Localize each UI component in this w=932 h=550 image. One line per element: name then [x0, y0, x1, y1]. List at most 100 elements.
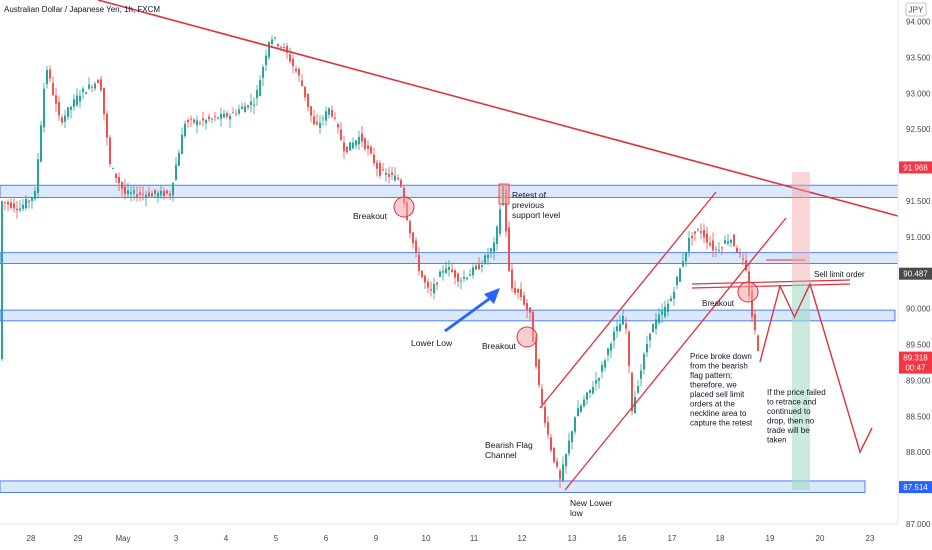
price-tick-label: 88.000 [906, 448, 931, 457]
candle-body [52, 83, 54, 96]
candle-body [166, 190, 168, 194]
candle-body [10, 202, 12, 208]
candle-body [46, 69, 48, 85]
candle-body [460, 280, 462, 282]
candle-body [112, 168, 114, 169]
candle-body [541, 388, 543, 404]
candle-body [745, 259, 747, 271]
candle-body [181, 134, 183, 154]
candle-body [733, 234, 735, 247]
candle-body [496, 226, 498, 244]
candle-body [451, 269, 453, 273]
breakout-label-1: Breakout [353, 211, 388, 221]
candle-body [49, 69, 51, 79]
candle-body [43, 88, 45, 128]
candle-body [730, 239, 732, 243]
candle-body [1, 201, 3, 359]
candle-body [646, 343, 648, 353]
new-lower-low-line-2: low [570, 508, 584, 518]
candle-body [556, 461, 558, 467]
candle-body [682, 261, 684, 267]
candle-body [400, 179, 402, 187]
candle-body [679, 268, 681, 282]
time-tick-labels: 28 29 May 3 4 5 6 9 10 11 12 13 16 17 18 19 20 23 [27, 534, 875, 543]
candle-body [439, 271, 441, 277]
candle-body [13, 203, 15, 209]
time-tick-label: 23 [866, 534, 875, 543]
time-tick-label: 9 [374, 534, 379, 543]
candle-body [130, 192, 132, 194]
candle-body [709, 242, 711, 245]
price-tick-label: 91.500 [906, 197, 931, 206]
candle-body [517, 288, 519, 293]
price-tick-label: 91.000 [906, 233, 931, 242]
candle-body [640, 370, 642, 379]
candle-body [754, 314, 756, 331]
candle-body [367, 145, 369, 149]
time-tick-label: 28 [27, 534, 36, 543]
time-tick-label: 3 [174, 534, 179, 543]
zones-layer [0, 184, 899, 493]
candle-body [154, 189, 156, 194]
candle-body [295, 68, 297, 72]
candle-body [25, 198, 27, 209]
candle-body [697, 229, 699, 231]
candle-body [688, 237, 690, 252]
candle-body [484, 255, 486, 264]
neckline-1 [691, 279, 851, 285]
price-badge [899, 351, 932, 364]
time-tick-label: 16 [618, 534, 627, 543]
channel-upper-line [539, 191, 717, 409]
neckline-2 [691, 283, 851, 289]
candle-body [691, 236, 693, 239]
candle-body [121, 182, 123, 189]
candle-body [40, 125, 42, 162]
candle-body [535, 337, 537, 367]
candle-body [481, 265, 483, 268]
candle-body [436, 282, 438, 285]
candle-body [292, 58, 294, 67]
candle-body [214, 116, 216, 118]
candle-body [598, 378, 600, 381]
candle-body [241, 106, 243, 109]
candle-body [322, 118, 324, 120]
zone-band [0, 480, 866, 493]
currency-badge[interactable] [905, 2, 927, 17]
breakout-circle-3 [737, 281, 759, 303]
price-badge [899, 481, 932, 494]
candle-body [55, 95, 57, 104]
candle-body [643, 354, 645, 370]
candle-body [82, 88, 84, 92]
candle-body [538, 359, 540, 386]
reward-box [792, 282, 810, 490]
candle-body [328, 108, 330, 115]
candle-body [391, 172, 393, 175]
candle-body [415, 240, 417, 253]
candle-body [370, 146, 372, 154]
candle-body [268, 42, 270, 58]
lines-layer [97, 0, 899, 491]
candle-body [4, 202, 6, 203]
candle-body [349, 142, 351, 151]
retest-highlight [498, 183, 510, 205]
candle-body [118, 177, 120, 184]
breakout-circle-1 [393, 196, 415, 218]
candle-body [715, 249, 717, 251]
candle-body [433, 283, 435, 294]
breakout-circle-2 [516, 326, 538, 348]
candle-body [208, 116, 210, 120]
candle-body [337, 124, 339, 128]
candle-body [562, 464, 564, 482]
candle-body [37, 159, 39, 193]
candle-body [589, 389, 591, 393]
bearish-flag-line-1: Bearish Flag [485, 440, 533, 450]
candles-layer [1, 35, 759, 488]
candle-body [604, 360, 606, 368]
candle-body [67, 107, 69, 117]
candle-body [742, 258, 744, 260]
candle-body [202, 118, 204, 121]
candle-body [694, 231, 696, 234]
candle-body [553, 447, 555, 462]
